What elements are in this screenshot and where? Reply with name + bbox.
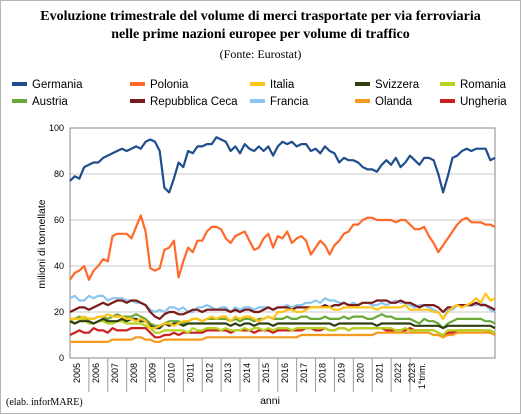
chart-source-subtitle: (Fonte: Eurostat) — [219, 47, 302, 61]
x-tick-label: 2014 — [242, 363, 252, 383]
legend-label-italia: Italia — [270, 79, 295, 91]
chart-title-line1: Evoluzione trimestrale del volume di mer… — [40, 9, 481, 24]
legend-label-olanda: Olanda — [375, 96, 413, 108]
x-tick-label: 2009 — [148, 363, 158, 383]
y-tick-label-0: 0 — [59, 353, 64, 363]
x-tick-label: 1°trim. — [417, 363, 427, 389]
x-tick-label: 2012 — [204, 363, 214, 383]
legend-label-polonia: Polonia — [150, 79, 189, 91]
series-line-germania — [69, 136, 496, 194]
series-line-svizzera — [69, 317, 496, 330]
y-tick-label-40: 40 — [54, 261, 64, 271]
legend-label-romania: Romania — [460, 79, 507, 91]
x-tick-label: 2015 — [261, 363, 271, 383]
x-tick-label: 2008 — [129, 363, 139, 383]
x-tick-label: 2010 — [167, 363, 177, 383]
x-tick-label: 2023 — [407, 363, 417, 383]
legend-label-francia: Francia — [270, 96, 309, 108]
x-tick-label: 2017 — [299, 363, 309, 383]
x-tick-label: 2011 — [185, 363, 195, 382]
legend-label-ungheria: Ungheria — [460, 96, 507, 108]
series-line-italia — [70, 292, 496, 330]
x-tick-label: 2019 — [337, 363, 347, 383]
chart-legend: Germania Polonia Italia Svizzera Romania Aust… — [12, 79, 507, 108]
y-tick-label-20: 20 — [54, 307, 64, 317]
elaboration-credit: (elab. inforMARE) — [6, 397, 83, 408]
y-axis-tick-labels: 0 20 40 60 80 100 — [49, 123, 64, 363]
plot-area — [69, 127, 496, 359]
chart-title-line2: nelle prime nazioni europee per volume d… — [111, 27, 410, 42]
series-lines — [69, 136, 496, 343]
x-axis-tick-labels: 2005 2006 2007 2008 2009 2010 2011 2012 2013 2014… — [72, 358, 427, 392]
x-tick-label: 2006 — [91, 363, 101, 383]
y-tick-label-60: 60 — [54, 215, 64, 225]
x-tick-label: 2013 — [223, 363, 233, 383]
series-line-repubblica-ceca — [69, 299, 496, 320]
x-tick-label: 2007 — [110, 363, 120, 383]
series-line-romania — [69, 317, 496, 337]
series-line-polonia — [69, 214, 496, 281]
x-tick-label: 2021 — [374, 363, 384, 383]
x-tick-label: 2022 — [393, 363, 403, 383]
plot-border — [69, 127, 496, 359]
y-axis-title: milioni di tonnellate — [36, 199, 48, 288]
x-axis-title: anni — [260, 395, 280, 407]
series-line-olanda — [70, 331, 496, 343]
x-tick-label: 2020 — [355, 363, 365, 383]
x-tick-label: 2005 — [72, 363, 82, 383]
legend-label-austria: Austria — [32, 96, 68, 108]
legend-label-germania: Germania — [32, 79, 83, 91]
x-tick-label: 2016 — [280, 363, 290, 383]
x-tick-label: 2018 — [318, 363, 328, 383]
y-tick-label-80: 80 — [54, 169, 64, 179]
legend-label-repubblica-ceca: Repubblica Ceca — [150, 96, 238, 108]
series-line-austria — [70, 313, 496, 330]
legend-label-svizzera: Svizzera — [375, 79, 420, 91]
y-tick-label-100: 100 — [49, 123, 64, 133]
